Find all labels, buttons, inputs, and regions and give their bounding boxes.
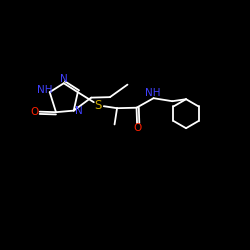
Text: NH: NH — [38, 85, 53, 95]
Text: S: S — [94, 99, 102, 112]
Text: NH: NH — [145, 88, 161, 98]
Text: O: O — [30, 107, 39, 117]
Text: O: O — [133, 123, 141, 133]
Text: N: N — [60, 74, 68, 84]
Text: N: N — [75, 106, 83, 116]
